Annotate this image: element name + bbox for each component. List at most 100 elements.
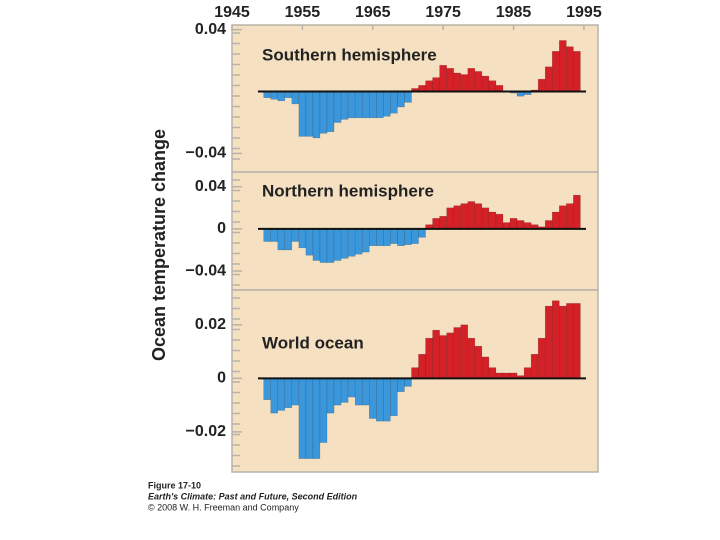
bar [439, 335, 447, 379]
bar [333, 378, 342, 406]
bar [566, 303, 574, 379]
bar [376, 91, 384, 119]
bar [530, 353, 539, 379]
bar [446, 207, 454, 230]
bar [474, 203, 483, 230]
bar [418, 353, 426, 379]
bar [361, 378, 370, 406]
bar [467, 68, 476, 92]
y-tick-label: 0.04 [195, 21, 226, 38]
bar [383, 228, 391, 246]
bar [397, 91, 405, 108]
bar [552, 51, 560, 92]
bar [467, 201, 476, 230]
bar [305, 378, 314, 459]
bar [291, 378, 300, 406]
bar [354, 378, 363, 406]
bar [404, 91, 412, 103]
bar [411, 228, 419, 244]
bar [432, 329, 440, 379]
bar [474, 345, 483, 379]
bar [298, 228, 307, 249]
x-tick-label: 1995 [566, 4, 602, 21]
y-tick-label: 0 [217, 370, 226, 387]
bar [446, 68, 454, 92]
y-tick-label: −0.04 [186, 145, 227, 162]
x-tick-label: 1955 [285, 4, 321, 21]
x-tick-label: 1975 [425, 4, 461, 21]
bar [544, 305, 553, 379]
y-tick-label: 0 [217, 220, 226, 237]
figure-number: Figure 17-10 [148, 480, 201, 490]
bar [573, 51, 581, 92]
bar [460, 324, 469, 379]
bar [488, 211, 497, 230]
bar [369, 91, 377, 119]
bar [333, 228, 342, 261]
bar [439, 64, 447, 92]
bar [312, 378, 321, 459]
bar [488, 367, 497, 379]
bar [347, 91, 356, 119]
bar [453, 327, 462, 379]
bar [544, 220, 553, 230]
y-tick-label: −0.02 [186, 423, 227, 440]
bar [270, 91, 279, 100]
bar [460, 203, 469, 230]
bar [305, 228, 314, 256]
bar [347, 378, 356, 398]
bar [537, 78, 546, 92]
bar [369, 228, 377, 246]
bar [411, 367, 419, 379]
bar [559, 205, 567, 230]
bar [263, 378, 271, 400]
bar [312, 91, 321, 139]
bar [270, 378, 279, 414]
bar [284, 378, 293, 409]
bar [291, 91, 300, 105]
bar [369, 378, 377, 419]
bar [552, 300, 560, 379]
bar [326, 91, 335, 133]
bar [481, 75, 490, 92]
bar [376, 378, 384, 422]
bar [432, 77, 440, 92]
y-tick-label: −0.04 [186, 262, 227, 279]
bar [453, 205, 462, 230]
bar [566, 46, 574, 92]
bar [298, 378, 307, 459]
bar [340, 378, 349, 403]
bar [383, 91, 391, 117]
bar [404, 228, 412, 245]
bar [354, 228, 363, 255]
bar [481, 356, 490, 379]
bar [544, 66, 553, 92]
bar [340, 91, 349, 120]
x-tick-label: 1965 [355, 4, 391, 21]
copyright: © 2008 W. H. Freeman and Company [148, 502, 299, 512]
bar [277, 378, 286, 411]
bar [418, 228, 426, 238]
bar [333, 91, 342, 123]
bar [298, 91, 307, 137]
bar [354, 91, 363, 119]
bar [340, 228, 349, 259]
bar [390, 378, 398, 417]
bar [270, 228, 279, 242]
bar [291, 228, 300, 242]
y-tick-label: 0.04 [195, 178, 226, 195]
y-axis-label: Ocean temperature change [149, 129, 169, 361]
bar [453, 72, 462, 92]
bar [326, 228, 335, 263]
bar [488, 80, 497, 92]
bar [277, 228, 286, 251]
y-tick-label: 0.02 [195, 316, 226, 333]
x-tick-label: 1945 [214, 4, 250, 21]
bar [516, 220, 525, 230]
panel-label: Southern hemisphere [262, 45, 437, 64]
bar [552, 211, 560, 230]
bar [404, 378, 412, 387]
bar [326, 378, 335, 414]
panel-label: Northern hemisphere [262, 181, 434, 200]
